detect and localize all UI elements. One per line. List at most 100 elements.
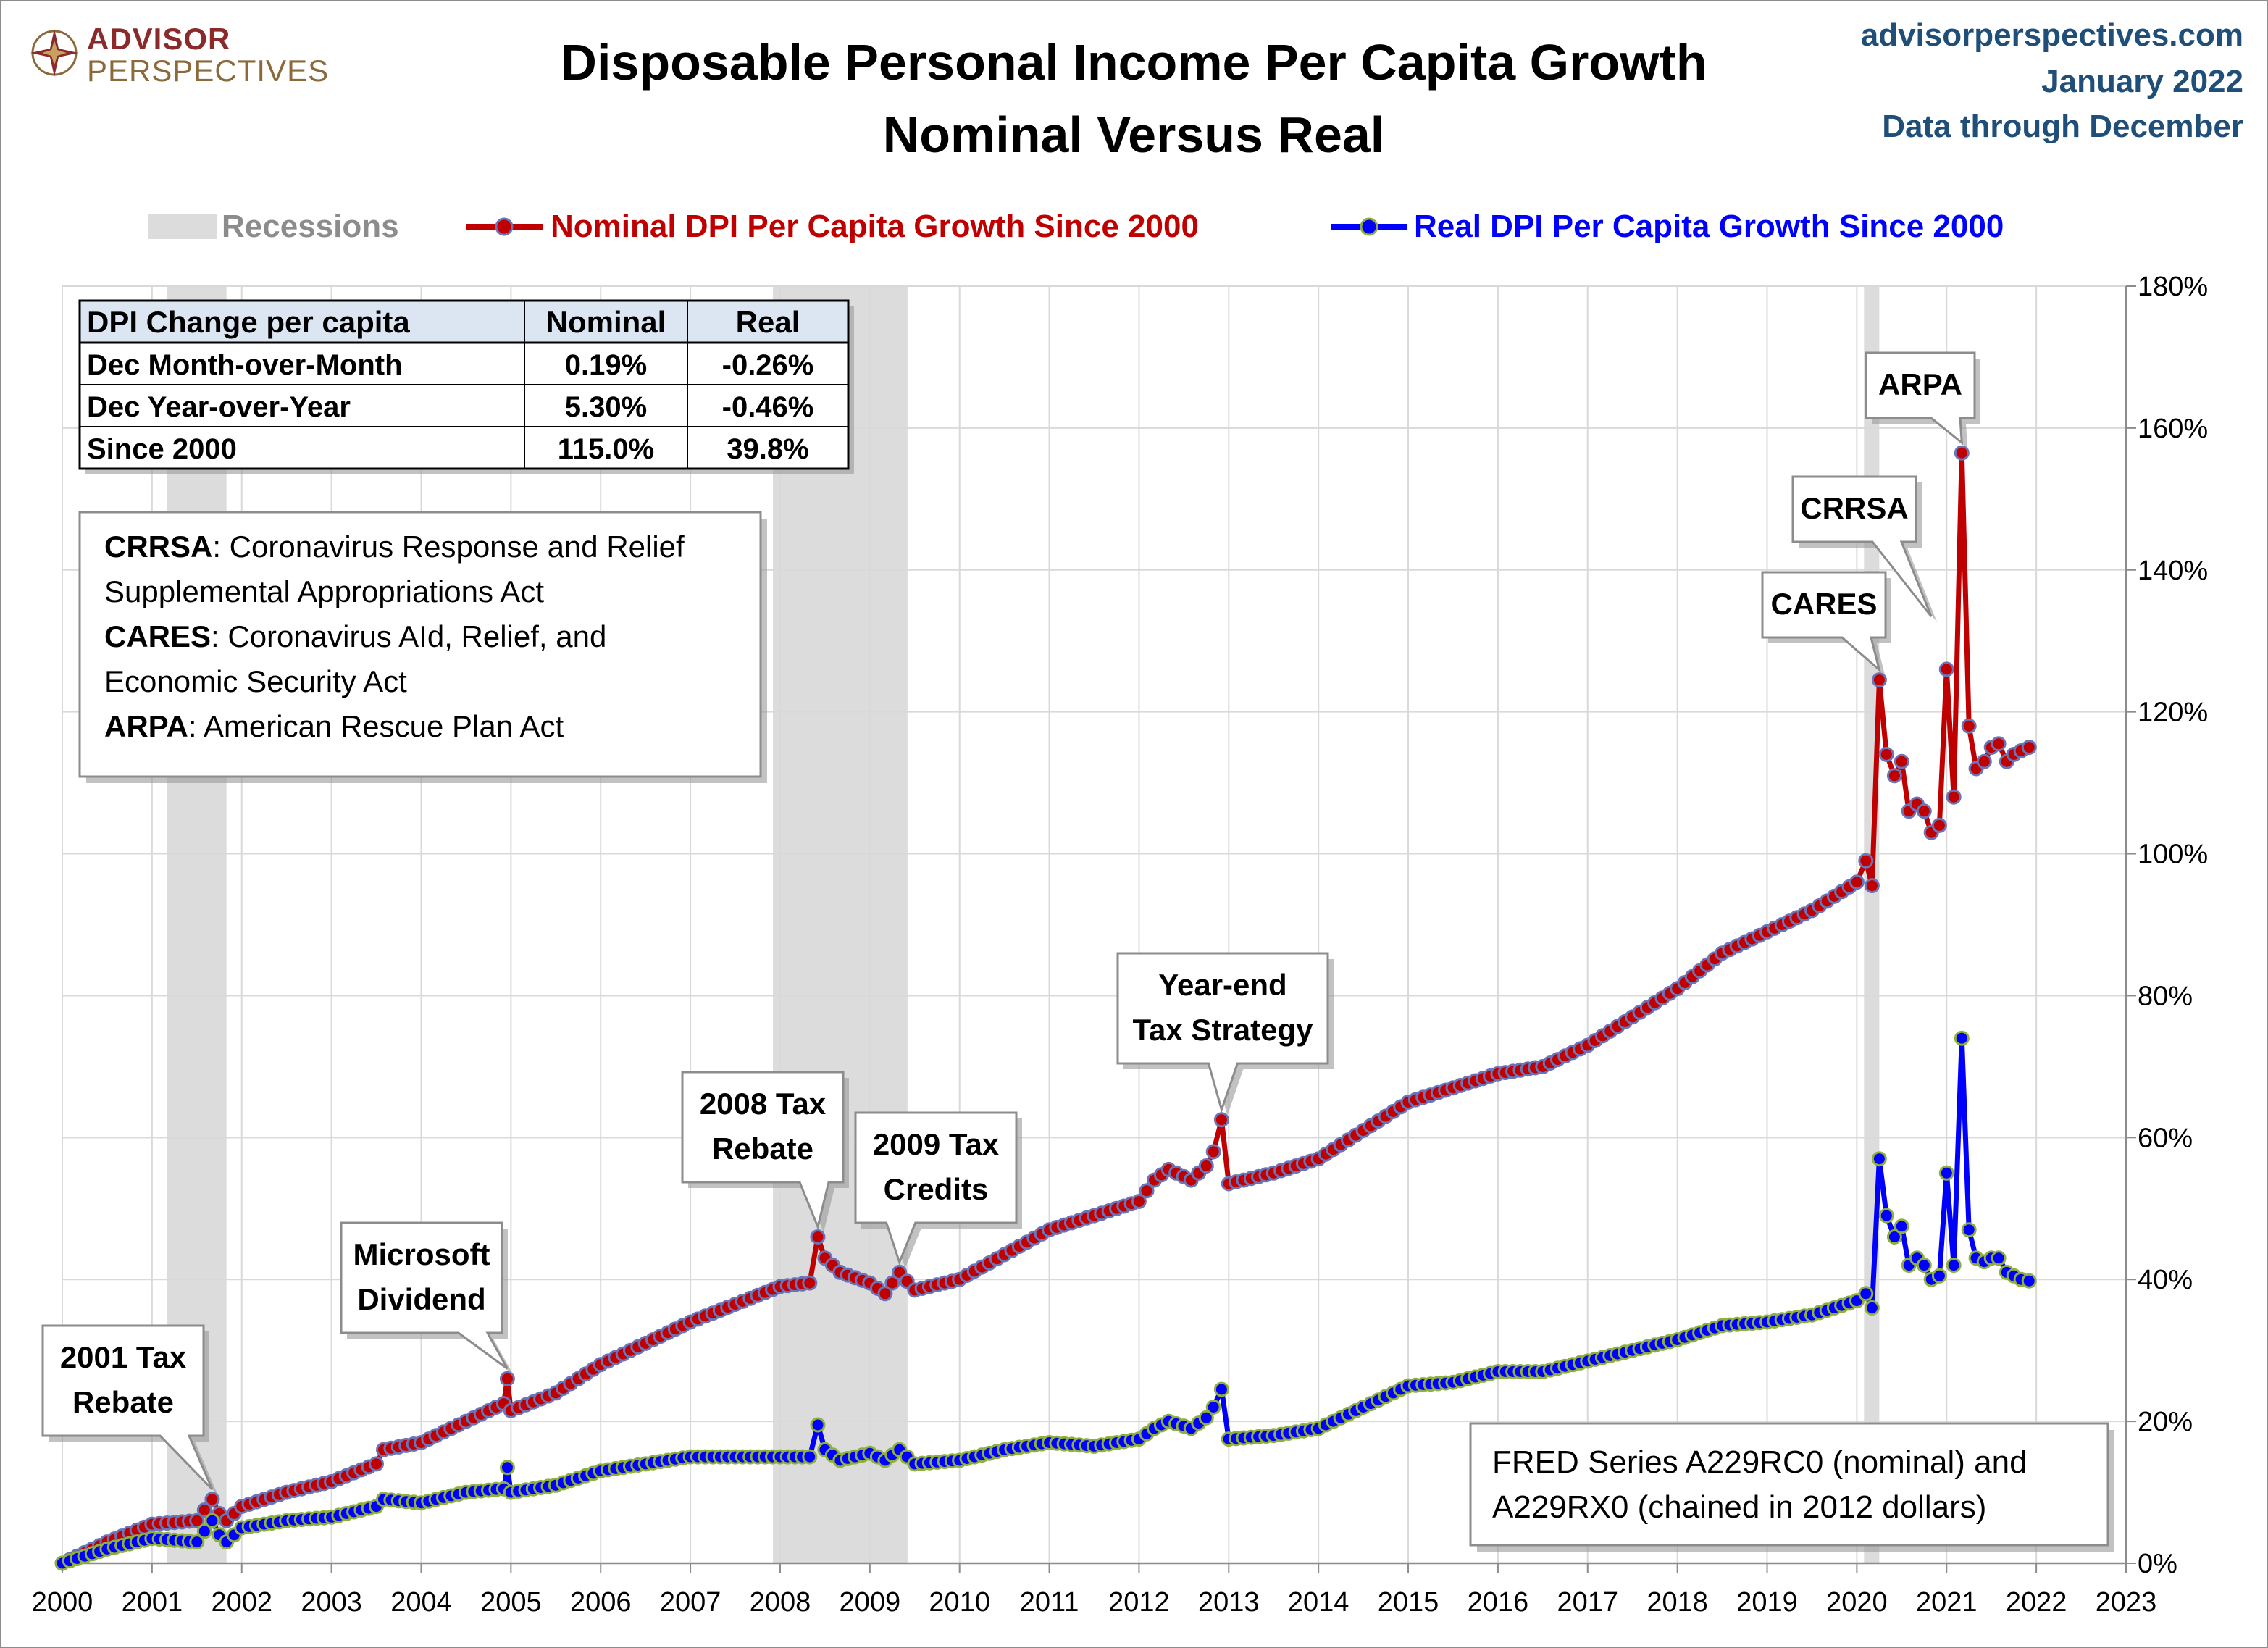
real-data-point [1213, 1381, 1229, 1397]
annotation-label: 2008 Tax [700, 1087, 827, 1121]
nominal-data-point [1864, 878, 1880, 894]
real-data-point [2021, 1273, 2037, 1289]
nominal-data-point [1871, 672, 1887, 688]
legend-recession-swatch [148, 214, 217, 239]
annotation-label: ARPA [1878, 367, 1962, 401]
x-tick-label: 2001 [122, 1587, 183, 1618]
annotation-box [1116, 952, 1329, 1113]
table-cell: Dec Year-over-Year [87, 391, 351, 423]
annotation-box [1791, 475, 1933, 618]
annotation-callout: 2009 Tax Credits [854, 1111, 1022, 1268]
nominal-data-point [499, 1371, 515, 1386]
annotation-box [1865, 351, 1976, 446]
x-tick-label: 2023 [2096, 1587, 2157, 1618]
annotation-label: Rebate [72, 1385, 174, 1419]
x-tick-label: 2021 [1916, 1587, 1978, 1618]
annotation-label: Dividend [357, 1282, 485, 1316]
real-data-point [1858, 1286, 1874, 1302]
table-cell: -0.46% [722, 391, 814, 423]
glossary-definition: : Coronavirus AId, Relief, and [211, 619, 606, 653]
advisor-perspectives-logo: ADVISOR PERSPECTIVES [28, 22, 332, 88]
glossary-continuation: Economic Security Act [104, 664, 407, 698]
nominal-data-point [189, 1513, 205, 1528]
x-tick-label: 2017 [1557, 1587, 1619, 1618]
x-tick-label: 2002 [211, 1587, 272, 1618]
nominal-data-point [1131, 1194, 1147, 1209]
x-tick-label: 2011 [1020, 1587, 1079, 1618]
real-data-point [204, 1513, 220, 1528]
x-tick-label: 2005 [480, 1587, 542, 1618]
annotation-box [41, 1324, 214, 1490]
annotation-label: CRRSA [1800, 491, 1908, 525]
source-date: January 2022 [2041, 64, 2243, 99]
annotation-callout: 2008 Tax Rebate [681, 1071, 849, 1233]
annotation-label: Year-end [1158, 968, 1286, 1002]
glossary-entry: CARES: Coronavirus AId, Relief, and [104, 619, 606, 653]
x-tick-label: 2012 [1108, 1587, 1170, 1618]
x-tick-label: 2019 [1736, 1587, 1798, 1618]
y-tick-label: 0% [2138, 1549, 2177, 1579]
real-data-point [1931, 1268, 1947, 1284]
y-tick-label: 100% [2138, 840, 2208, 870]
nominal-data-point [1938, 661, 1954, 677]
nominal-data-point [1916, 803, 1932, 819]
nominal-data-point [1205, 1144, 1221, 1160]
y-tick-label: 80% [2138, 981, 2193, 1011]
nominal-data-point [1886, 768, 1902, 784]
source-note-line: A229RX0 (chained in 2012 dollars) [1492, 1489, 1986, 1525]
annotation-callout: ARPA [1865, 351, 1980, 449]
glossary-definition: : Coronavirus Response and Relief [212, 530, 685, 564]
real-data-point [810, 1417, 826, 1433]
nominal-data-point [1858, 853, 1874, 869]
nominal-data-point [2021, 740, 2037, 756]
annotation-label: 2001 Tax [60, 1340, 187, 1374]
glossary-continuation: Supplemental Appropriations Act [104, 574, 544, 608]
y-tick-label: 20% [2138, 1407, 2193, 1437]
x-tick-label: 2006 [570, 1587, 632, 1618]
glossary-box [78, 511, 762, 778]
real-data-point [802, 1449, 818, 1465]
glossary-entry: CRRSA: Coronavirus Response and Relief [104, 530, 685, 564]
glossary-definition: : American Rescue Plan Act [188, 709, 564, 743]
y-tick-label: 140% [2138, 556, 2208, 586]
legend-real-label: Real DPI Per Capita Growth Since 2000 [1414, 209, 2004, 244]
annotation-box [1761, 571, 1887, 673]
legend-nominal-label: Nominal DPI Per Capita Growth Since 2000 [551, 209, 1199, 244]
table-header-cell: DPI Change per capita [87, 305, 410, 339]
y-tick-label: 160% [2138, 414, 2208, 444]
y-tick-label: 120% [2138, 698, 2208, 728]
x-tick-label: 2020 [1826, 1587, 1888, 1618]
annotation-callout: CARES [1761, 571, 1891, 676]
real-data-point [1938, 1165, 1954, 1181]
annotation-label: Rebate [712, 1132, 813, 1166]
x-tick-label: 2004 [390, 1587, 452, 1618]
nominal-data-point [884, 1275, 900, 1291]
nominal-data-point [1849, 874, 1865, 890]
real-data-point [1961, 1222, 1977, 1238]
table-cell: 5.30% [565, 391, 647, 423]
nominal-data-point [1954, 445, 1970, 461]
x-tick-label: 2013 [1198, 1587, 1260, 1618]
x-tick-label: 2000 [32, 1587, 93, 1618]
annotation-callout: 2001 Tax Rebate [41, 1324, 218, 1495]
chart-title: Disposable Personal Income Per Capita Gr… [560, 34, 1707, 91]
annotation-box [854, 1111, 1018, 1266]
real-data-point [1198, 1410, 1214, 1426]
nominal-data-point [369, 1456, 384, 1472]
table-cell: 39.8% [727, 433, 808, 465]
real-data-point [1205, 1400, 1221, 1415]
x-tick-label: 2022 [2006, 1587, 2067, 1618]
nominal-data-point [802, 1275, 818, 1291]
annotation-label: Tax Strategy [1133, 1013, 1314, 1047]
compass-logo-icon [30, 29, 78, 77]
annotation-callout: CRRSA [1791, 475, 1938, 623]
nominal-data-point [810, 1229, 826, 1245]
nominal-data-point [1213, 1112, 1229, 1128]
nominal-data-point [204, 1492, 220, 1507]
nominal-data-point [1931, 817, 1947, 833]
table-header-cell: Real [736, 305, 800, 339]
annotation-box [681, 1071, 845, 1231]
legend-recessions-label: Recessions [222, 209, 399, 244]
nominal-data-point [1198, 1158, 1214, 1174]
